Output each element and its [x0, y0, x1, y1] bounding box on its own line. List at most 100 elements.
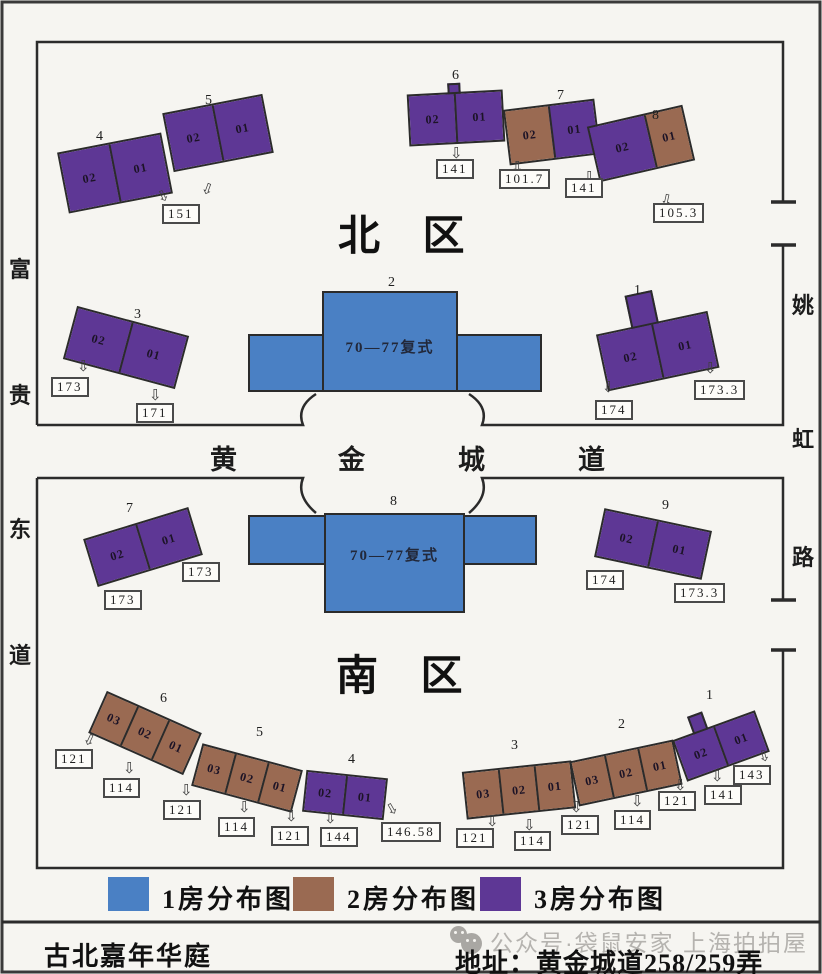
- watermark-text: 公众号·袋鼠安家 上海拍拍屋: [490, 930, 809, 956]
- area-value-box: 121: [163, 800, 201, 820]
- north-building-2-east-wing: [456, 334, 542, 392]
- area-value-box: 141: [704, 785, 742, 805]
- area-value-box: 121: [658, 791, 696, 811]
- road-east-char-3: 路: [792, 545, 815, 570]
- area-value-box: 173: [51, 377, 89, 397]
- area-value-box: 114: [514, 831, 552, 851]
- building-body: 02 01: [406, 89, 506, 147]
- area-value-box: 173.3: [694, 380, 746, 400]
- south-building-8-east-wing: [463, 515, 537, 565]
- area-value-box: 173: [182, 562, 220, 582]
- north-building-1-number: 1: [634, 283, 641, 298]
- area-value-box: 144: [320, 827, 358, 847]
- north-building-6: 02 01: [406, 82, 506, 147]
- north-building-3-number: 3: [134, 307, 141, 322]
- south-building-7-number: 7: [126, 501, 133, 516]
- south-building-3-number: 3: [511, 738, 518, 753]
- complex-name: 古北嘉年华庭: [44, 942, 213, 971]
- area-value-box: 171: [136, 403, 174, 423]
- unit-cell: 03: [463, 770, 503, 818]
- south-building-5-number: 5: [256, 725, 263, 740]
- area-value-box: 173: [104, 590, 142, 610]
- area-value-box: 143: [733, 765, 771, 785]
- down-arrow-icon: ⇩: [711, 767, 724, 785]
- south-building-8-west-wing: [248, 515, 326, 565]
- road-central-char-2: 金: [338, 445, 365, 475]
- legend-label-1room: 1房分布图: [162, 885, 295, 914]
- area-value-box: 121: [456, 828, 494, 848]
- down-arrow-icon: ⇩: [77, 357, 90, 375]
- road-west-char-4: 道: [9, 643, 32, 668]
- north-building-2-number: 2: [388, 275, 395, 290]
- south-building-8-label: 70—77复式: [349, 548, 439, 564]
- down-arrow-icon: ⇩: [238, 798, 251, 816]
- down-arrow-icon: ⇩: [570, 798, 583, 816]
- legend-swatch-3room: [480, 877, 521, 911]
- down-arrow-icon: ⇩: [674, 776, 687, 794]
- north-building-2-tower: [322, 291, 458, 392]
- down-arrow-icon: ⇩: [602, 378, 615, 396]
- unit-cell: 02: [497, 766, 539, 814]
- legend-swatch-1room: [108, 877, 149, 911]
- north-building-6-number: 6: [452, 68, 459, 83]
- north-building-7: 02 01: [502, 98, 602, 166]
- unit-cell: 01: [647, 521, 710, 578]
- unit-cell: 01: [453, 91, 504, 143]
- down-arrow-icon: ⇩: [324, 809, 337, 827]
- down-arrow-icon: ⇩: [450, 144, 463, 162]
- area-value-box: 114: [614, 810, 652, 830]
- south-building-2-number: 2: [618, 717, 625, 732]
- down-arrow-icon: ⇩: [180, 781, 193, 799]
- unit-cell: 01: [342, 775, 386, 818]
- area-value-box: 174: [595, 400, 633, 420]
- down-arrow-icon: ⇩: [523, 816, 536, 834]
- area-value-box: 105.3: [653, 203, 705, 223]
- legend-swatch-2room: [293, 877, 334, 911]
- unit-cell: 01: [211, 96, 272, 161]
- watermark-logo-icon: [461, 933, 482, 954]
- unit-cell: 01: [533, 762, 575, 811]
- unit-cell: 02: [596, 510, 657, 567]
- south-building-1-number: 1: [706, 688, 713, 703]
- area-value-box: 146.58: [381, 822, 441, 842]
- road-west-char-1: 富: [9, 257, 32, 282]
- unit-cell: 02: [505, 106, 555, 164]
- road-central-char-4: 道: [578, 445, 605, 475]
- south-building-4-number: 4: [348, 752, 355, 767]
- south-building-8-number: 8: [390, 494, 397, 509]
- area-value-box: 173.3: [674, 583, 726, 603]
- down-arrow-icon: ⇩: [631, 792, 644, 810]
- area-value-box: 141: [565, 178, 603, 198]
- down-arrow-icon: ⇩: [486, 812, 499, 830]
- road-central-char-3: 城: [458, 445, 485, 475]
- area-value-box: 121: [561, 815, 599, 835]
- down-arrow-icon: ⇩: [149, 386, 162, 404]
- complex-address: 地址：黄金城道258/259弄: [455, 949, 764, 974]
- north-section-title: 北 区: [338, 214, 481, 260]
- south-building-6-number: 6: [160, 691, 167, 706]
- north-building-8-number: 8: [652, 108, 659, 123]
- down-arrow-icon: ⇩: [704, 359, 717, 377]
- south-building-4: 02 01: [302, 769, 388, 821]
- legend-label-2room: 2房分布图: [347, 885, 480, 914]
- area-value-box: 151: [162, 204, 200, 224]
- road-east-char-1: 姚: [792, 293, 815, 318]
- area-value-box: 121: [55, 749, 93, 769]
- road-west-char-3: 东: [9, 517, 32, 542]
- south-building-8-tower: [324, 513, 465, 613]
- down-arrow-icon: ⇩: [123, 759, 136, 777]
- north-building-2-label: 70—77复式: [345, 340, 435, 356]
- north-building-4-number: 4: [96, 129, 103, 144]
- north-building-5-number: 5: [205, 93, 212, 108]
- south-building-9-number: 9: [662, 498, 669, 513]
- area-value-box: 174: [586, 570, 624, 590]
- area-value-box: 101.7: [499, 169, 551, 189]
- south-section-title: 南 区: [336, 654, 479, 700]
- unit-cell: 02: [304, 772, 346, 814]
- legend-label-3room: 3房分布图: [534, 885, 667, 914]
- road-central-char-1: 黄: [210, 445, 237, 475]
- road-east-char-2: 虹: [792, 427, 815, 452]
- down-arrow-icon: ⇩: [285, 807, 298, 825]
